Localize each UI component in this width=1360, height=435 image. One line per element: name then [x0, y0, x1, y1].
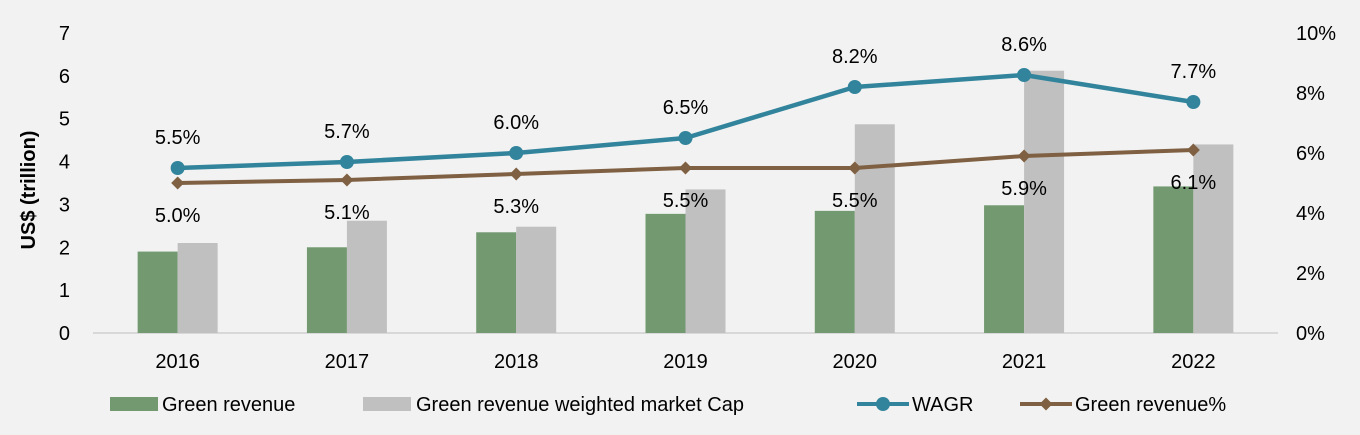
data-label: 6.5%: [663, 97, 709, 119]
data-label: 8.6%: [1001, 34, 1047, 56]
line-marker: [1017, 149, 1031, 163]
bars: [137, 70, 1234, 334]
x-tick-label: 2018: [494, 351, 539, 373]
bar: [1153, 186, 1194, 333]
lines: [170, 68, 1201, 190]
line-marker: [848, 161, 862, 175]
x-tick-label: 2017: [325, 351, 370, 373]
line-marker: [509, 146, 524, 160]
data-labels: 5.5% 5.7% 6.0% 6.5% 8.2% 8.6% 7.7% 5.0% 5.1% 5.3%…: [155, 34, 1217, 227]
x-tick-label: 2016: [155, 351, 200, 373]
y-axis-title: US$ (trillion): [18, 131, 40, 250]
data-label: 7.7%: [1171, 61, 1217, 83]
legend: Green revenue Green revenue weighted mark…: [110, 394, 1226, 416]
bar: [984, 205, 1025, 333]
line-marker: [1017, 68, 1032, 82]
bar: [346, 220, 387, 333]
x-tick-label: 2022: [1171, 351, 1216, 373]
legend-swatch: [363, 397, 411, 411]
data-label: 5.0%: [155, 205, 201, 227]
bar: [645, 213, 686, 333]
data-label: 5.7%: [324, 121, 370, 143]
data-label: 6.1%: [1171, 172, 1217, 194]
bar: [1024, 70, 1065, 333]
line-marker: [1186, 143, 1200, 157]
x-tick-label: 2020: [833, 351, 878, 373]
x-tick-label: 2019: [663, 351, 708, 373]
data-label: 8.2%: [832, 46, 878, 68]
y2-tick-label: 2%: [1296, 263, 1325, 285]
legend-label: Green revenue%: [1075, 394, 1226, 416]
line-marker: [171, 176, 185, 190]
y2-tick-label: 6%: [1296, 143, 1325, 165]
bar: [476, 232, 517, 333]
legend-swatch: [110, 397, 158, 411]
bar: [516, 226, 557, 333]
y-tick-label: 7: [59, 23, 70, 45]
line-marker: [170, 161, 185, 175]
bar: [177, 243, 218, 333]
data-label: 5.5%: [663, 190, 709, 212]
y-tick-label: 4: [59, 152, 70, 174]
legend-marker: [876, 397, 890, 411]
y2-tick-label: 8%: [1296, 83, 1325, 105]
bar: [685, 189, 726, 333]
y-tick-label: 0: [59, 323, 70, 345]
y2-tick-label: 0%: [1296, 323, 1325, 345]
bar: [137, 251, 178, 333]
x-axis-ticks: 2016 2017 2018 2019 2020 2021 2022: [155, 351, 1215, 373]
line-marker: [340, 173, 354, 187]
y-tick-label: 6: [59, 66, 70, 88]
line-marker: [1186, 95, 1201, 109]
y-axis-ticks: 0 1 2 3 4 5 6 7: [59, 23, 70, 345]
bar: [1193, 144, 1234, 333]
bar: [814, 210, 855, 333]
legend-marker: [1039, 397, 1053, 411]
y2-tick-label: 10%: [1296, 23, 1336, 45]
line-marker: [339, 155, 354, 169]
data-label: 6.0%: [493, 112, 539, 134]
line-marker: [509, 167, 523, 181]
line-marker: [679, 161, 692, 175]
y2-tick-label: 4%: [1296, 203, 1325, 225]
bar: [854, 124, 895, 334]
bar: [306, 247, 347, 333]
line-marker: [847, 80, 862, 94]
data-label: 5.1%: [324, 202, 370, 224]
legend-label: Green revenue: [162, 394, 295, 416]
legend-label: Green revenue weighted market Cap: [416, 394, 744, 416]
data-label: 5.9%: [1001, 178, 1047, 200]
x-tick-label: 2021: [1002, 351, 1047, 373]
data-label: 5.3%: [493, 196, 539, 218]
y-tick-label: 5: [59, 109, 70, 131]
legend-label: WAGR: [912, 394, 973, 416]
y-tick-label: 2: [59, 237, 70, 259]
data-label: 5.5%: [832, 190, 878, 212]
line-marker: [678, 131, 693, 145]
y-tick-label: 1: [59, 280, 70, 302]
y-tick-label: 3: [59, 194, 70, 216]
y2-axis-ticks: 0% 2% 4% 6% 8% 10%: [1296, 23, 1336, 345]
data-label: 5.5%: [155, 127, 201, 149]
